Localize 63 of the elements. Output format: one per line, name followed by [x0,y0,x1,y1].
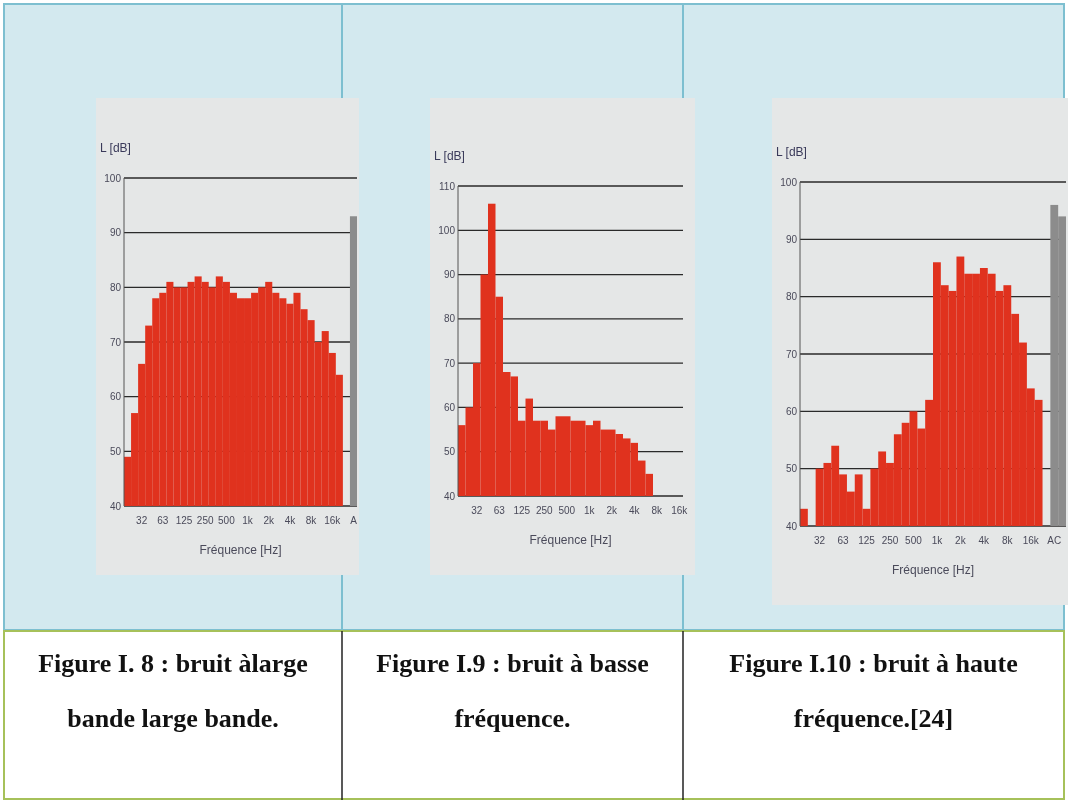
x-tick-label: 4k [284,515,297,526]
y-tick-label: 110 [439,180,456,192]
y-tick-label: 40 [443,490,456,502]
y-axis-title: L [dB] [434,149,465,163]
x-tick-label: 500 [558,505,576,516]
x-tick-label: 63 [837,535,850,546]
x-tick-label: 63 [493,505,506,516]
x-tick-label: 8k [1002,535,1014,546]
y-tick-label: 80 [443,313,456,325]
y-tick-label: 70 [785,348,798,360]
y-tick-label: 90 [109,227,122,239]
y-tick-label: 50 [109,445,122,457]
text: Figure I.9 : bruit à basse fréquence. [375,648,650,735]
x-axis-title: Fréquence [Hz] [199,543,282,557]
x-tick-label: 16k [324,515,342,526]
text: Figure I. 8 : bruit àlarge bande large bande. [37,648,309,735]
x-tick-label: 8k [651,505,664,516]
x-tick-label: 2k [955,535,967,546]
y-tick-label: 100 [104,172,122,184]
y-axis-title: L [dB] [100,141,131,155]
x-tick-label: 250 [535,505,554,516]
x-tick-label: 2k [263,515,276,526]
y-tick-label: 100 [780,176,798,188]
y-tick-label: 60 [785,405,798,417]
x-tick-label: 500 [905,535,923,546]
y-axis-title: L [dB] [776,145,807,159]
x-tick-label: 125 [175,515,193,526]
x-tick-label: AC [1047,535,1062,546]
x-tick-label: 1k [583,505,596,516]
y-tick-label: 50 [443,446,456,458]
y-tick-label: 70 [443,357,456,369]
x-tick-label: 16k [671,505,689,516]
x-tick-label: 250 [196,515,214,526]
x-tick-label: A [350,515,358,526]
x-tick-label: 125 [513,505,531,516]
x-axis-title: Fréquence [Hz] [891,563,975,577]
y-tick-label: 60 [109,391,122,403]
x-tick-label: 4k [978,535,991,546]
x-tick-label: 8k [305,515,318,526]
x-tick-label: 1k [931,535,944,546]
y-tick-label: 90 [785,233,798,245]
x-tick-label: 63 [157,515,169,526]
y-tick-label: 70 [109,336,122,348]
y-tick-label: 80 [109,281,122,293]
x-tick-label: 32 [471,505,483,516]
x-axis-title: Fréquence [Hz] [529,533,612,547]
x-tick-label: 4k [628,505,641,516]
x-tick-label: 250 [881,535,899,546]
x-tick-label: 500 [218,515,236,526]
y-tick-label: 50 [785,463,798,475]
y-tick-label: 80 [785,291,798,303]
text: Figure I.10 : bruit à haute fréquence.[24] [728,648,1019,735]
x-tick-label: 2k [606,505,619,516]
y-tick-label: 60 [443,401,456,413]
x-tick-label: 32 [814,535,826,546]
y-tick-label: 100 [438,224,456,236]
x-tick-label: 16k [1022,535,1040,546]
x-tick-label: 1k [242,515,254,526]
y-tick-label: 90 [443,269,456,281]
y-tick-label: 40 [109,500,122,512]
x-tick-label: 32 [136,515,148,526]
x-tick-label: 125 [858,535,876,546]
y-tick-label: 40 [785,520,798,532]
